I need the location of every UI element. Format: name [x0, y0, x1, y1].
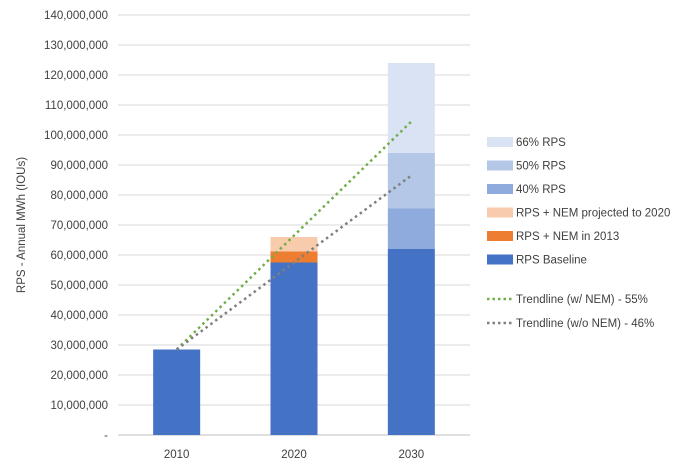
legend-label-trendline-w-nem-55: Trendline (w/ NEM) - 55%: [516, 294, 648, 306]
y-tick-label: 140,000,000: [44, 10, 108, 22]
legend-swatch-66-rps: [487, 137, 513, 147]
y-tick-label: 40,000,000: [50, 310, 108, 322]
bar-50-rps-2030: [387, 153, 435, 209]
y-axis-title: RPS - Annual MWh (IOUs): [16, 157, 28, 293]
bar-rps-baseline-2030: [387, 249, 435, 435]
bar-rps-baseline-2010: [153, 349, 201, 435]
legend-label-66-rps: 66% RPS: [516, 137, 566, 149]
y-tick-label: 10,000,000: [50, 400, 108, 412]
y-tick-label: 90,000,000: [50, 160, 108, 172]
y-tick-label: 30,000,000: [50, 340, 108, 352]
bar-rps-nem-projected-to-2020-2020: [270, 237, 318, 252]
x-tick-label: 2030: [399, 449, 425, 461]
y-tick-labels: - 10,000,000 20,000,000 30,000,000 40,000,00…: [44, 10, 108, 442]
trendlines: [175, 120, 413, 351]
y-tick-label: 110,000,000: [45, 100, 108, 112]
bar-rps-baseline-2020: [270, 262, 318, 435]
y-tick-label: -: [104, 430, 108, 442]
x-tick-label: 2020: [281, 449, 307, 461]
legend-label-rps-nem-in-2013: RPS + NEM in 2013: [516, 231, 619, 243]
y-tick-label: 20,000,000: [50, 370, 108, 382]
bar-66-rps-2030: [387, 63, 435, 153]
y-tick-label: 80,000,000: [50, 190, 108, 202]
legend-label-40-rps: 40% RPS: [516, 184, 566, 196]
legend-swatch-40-rps: [487, 184, 513, 194]
y-tick-label: 130,000,000: [44, 40, 108, 52]
legend-label-trendline-w-o-nem-46: Trendline (w/o NEM) - 46%: [516, 318, 654, 330]
trendline-trendline-w-nem-55: [175, 120, 413, 351]
legend-label-rps-nem-projected-to-2020: RPS + NEM projected to 2020: [516, 208, 670, 220]
trendline-trendline-w-o-nem-46: [175, 174, 413, 351]
y-tick-label: 120,000,000: [44, 70, 108, 82]
legend-swatch-rps-baseline: [487, 254, 513, 265]
legend: 66% RPS 50% RPS 40% RPS RPS + NEM projected…: [487, 137, 670, 330]
bars: [153, 63, 435, 435]
bar-rps-nem-in-2013-2020: [270, 251, 318, 263]
y-tick-label: 100,000,000: [44, 130, 108, 142]
legend-label-rps-baseline: RPS Baseline: [516, 255, 587, 267]
y-tick-label: 50,000,000: [50, 280, 108, 292]
legend-swatch-50-rps: [487, 160, 513, 171]
y-tick-label: 70,000,000: [50, 220, 108, 232]
y-tick-label: 60,000,000: [50, 250, 108, 262]
legend-swatch-rps-nem-projected-to-2020: [487, 207, 513, 218]
bar-40-rps-2030: [387, 208, 435, 249]
legend-label-50-rps: 50% RPS: [516, 161, 566, 173]
legend-swatch-rps-nem-in-2013: [487, 231, 513, 241]
x-tick-label: 2010: [164, 449, 190, 461]
x-tick-labels: 2010 2020 2030: [164, 449, 424, 461]
